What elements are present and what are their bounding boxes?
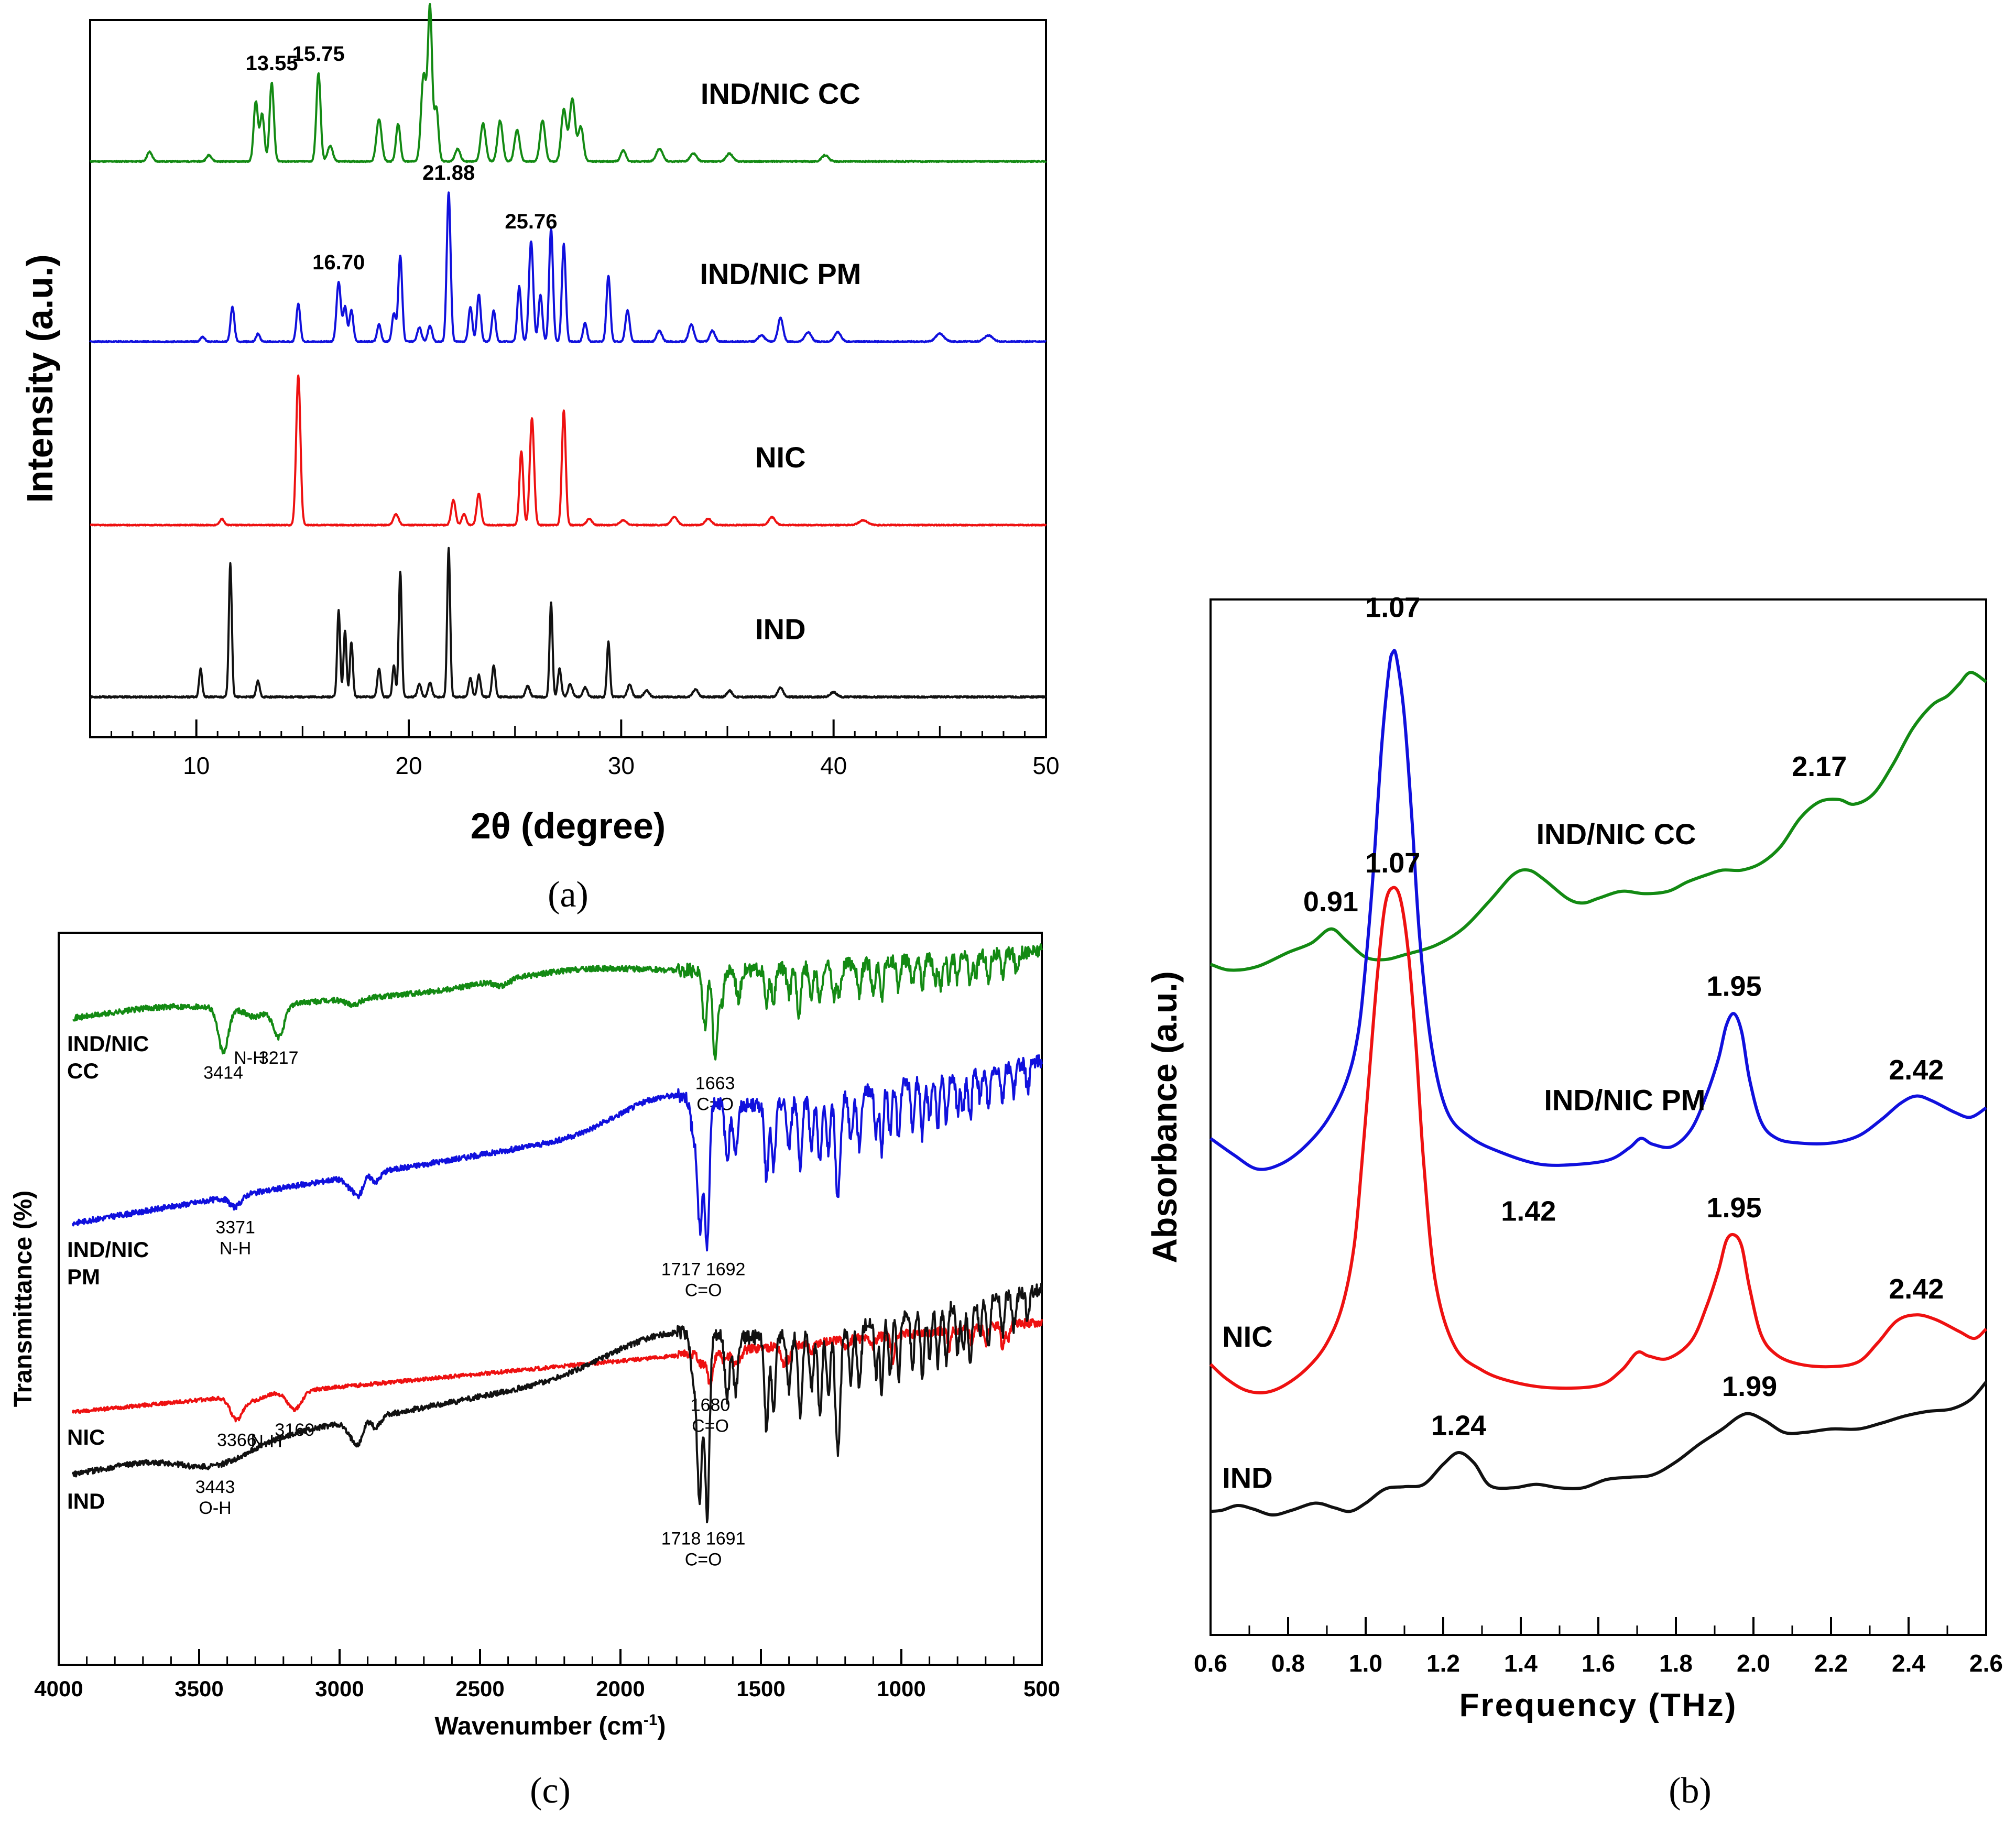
x-tick-label: 2000 — [596, 1676, 645, 1701]
panel-c-ftir-chart: 4000 3500 3000 2500 2000 1500 1000 500 IND/NIC CC… — [9, 932, 1060, 1811]
series-name-label: IND/NIC PM — [700, 257, 861, 290]
plot-frame — [89, 19, 1047, 738]
peak-label: 15.75 — [292, 42, 345, 66]
band-annotation: 3443 — [195, 1477, 235, 1497]
x-tick-label: 0.8 — [1271, 1650, 1305, 1677]
x-axis-title: Wavenumber (cm-1) — [435, 1711, 666, 1740]
band-annotation: 1717 1692 — [661, 1259, 746, 1279]
band-annotation: C=O — [685, 1550, 722, 1569]
x-axis-title: Frequency (THz) — [1459, 1687, 1738, 1723]
thz-series-line-ind-nic-pm — [1209, 649, 1987, 1171]
thz-series-line-nic — [1209, 886, 1988, 1394]
x-tick-label: 3500 — [175, 1676, 223, 1701]
plot-frame — [58, 932, 1043, 1666]
band-annotation: 3414 — [203, 1063, 243, 1083]
series-name-label: CC — [67, 1059, 99, 1083]
band-annotation: 1718 1691 — [661, 1529, 746, 1548]
peak-label: 1.95 — [1706, 971, 1761, 1002]
ftir-series-line-nic — [71, 1318, 1043, 1423]
series-name-label: IND/NIC CC — [701, 77, 860, 110]
x-tick-label: 2.2 — [1814, 1650, 1848, 1677]
x-tick-label: 1.2 — [1426, 1650, 1460, 1677]
y-axis-title: Absorbance (a.u.) — [1145, 971, 1184, 1263]
x-tick-label: 3000 — [315, 1676, 364, 1701]
peak-label: 1.42 — [1501, 1196, 1556, 1227]
x-axis-title-superscript: -1 — [644, 1711, 658, 1729]
x-tick-label: 1500 — [736, 1676, 785, 1701]
x-tick-label: 500 — [1023, 1676, 1060, 1701]
x-tick-label: 30 — [608, 752, 635, 779]
x-axis-title-end: ) — [658, 1712, 666, 1740]
xrd-series-line-ind-nic-pm — [89, 191, 1047, 344]
peak-label: 1.07 — [1365, 847, 1420, 879]
band-annotation: N-H — [220, 1238, 251, 1258]
band-annotation: 3371 — [215, 1217, 255, 1237]
xrd-series-line-ind — [89, 547, 1047, 699]
series-name-label: IND — [755, 613, 805, 646]
panel-b-thz-chart: 0.6 0.8 1.0 1.2 1.4 1.6 1.8 2.0 2.2 2.4 2.60.911.0… — [1145, 592, 2003, 1811]
series-name-label: IND/NIC — [67, 1237, 149, 1262]
panel-label: (c) — [530, 1771, 571, 1811]
series-name-label: IND/NIC PM — [1544, 1084, 1705, 1117]
band-annotation: C=O — [685, 1280, 722, 1300]
x-axis-title: 2θ (degree) — [471, 805, 666, 846]
x-tick-label: 2.0 — [1737, 1650, 1770, 1677]
ftir-series-line-ind-nic-pm — [71, 1054, 1043, 1252]
peak-label: 1.07 — [1365, 592, 1420, 624]
peak-label: 16.70 — [312, 251, 365, 274]
series-name-label: NIC — [755, 441, 805, 474]
peak-label: 13.55 — [246, 52, 298, 75]
band-annotation: N-H — [234, 1048, 265, 1068]
series-name-label: IND/NIC CC — [1536, 817, 1696, 850]
x-tick-label: 40 — [820, 752, 847, 779]
peak-label: 21.88 — [422, 161, 475, 184]
band-annotation: O-H — [199, 1498, 231, 1518]
x-tick-label: 10 — [183, 752, 210, 779]
x-tick-label: 1000 — [877, 1676, 925, 1701]
x-tick-label: 1.0 — [1349, 1650, 1382, 1677]
panel-label: (a) — [548, 875, 589, 915]
thz-series-line-ind — [1210, 1381, 1988, 1517]
band-annotation: 3217 — [259, 1048, 299, 1068]
x-tick-label: 1.8 — [1659, 1650, 1693, 1677]
series-name-label: IND — [67, 1489, 105, 1513]
peak-label: 1.24 — [1431, 1410, 1486, 1441]
thz-series-line-ind-nic-cc — [1209, 671, 1987, 972]
x-tick-label: 2500 — [455, 1676, 504, 1701]
x-tick-label: 1.4 — [1504, 1650, 1538, 1677]
peak-label: 0.91 — [1303, 886, 1358, 918]
y-axis-title: Intensity (a.u.) — [19, 254, 60, 503]
x-tick-label: 4000 — [34, 1676, 83, 1701]
peak-label: 1.95 — [1706, 1192, 1761, 1224]
xrd-series-line-ind-nic-cc — [89, 3, 1047, 163]
series-name-label: IND — [1222, 1461, 1272, 1494]
ftir-series-line-ind-nic-cc — [72, 943, 1043, 1061]
x-tick-label: 20 — [395, 752, 422, 779]
x-tick-label: 1.6 — [1582, 1650, 1615, 1677]
plot-frame — [1209, 598, 1987, 1636]
peak-label: 25.76 — [505, 210, 557, 233]
peak-label: 2.17 — [1792, 751, 1847, 782]
x-tick-label: 2.4 — [1892, 1650, 1925, 1677]
x-tick-label: 50 — [1032, 752, 1059, 779]
series-name-label: IND/NIC — [67, 1031, 149, 1056]
x-axis-title-main: Wavenumber (cm — [435, 1712, 644, 1740]
peak-label: 2.42 — [1889, 1054, 1944, 1086]
series-name-label: NIC — [67, 1425, 105, 1449]
x-tick-label: 2.6 — [1969, 1650, 2003, 1677]
series-name-label: NIC — [1222, 1320, 1272, 1353]
panel-label: (b) — [1669, 1771, 1712, 1811]
band-annotation: 1663 — [695, 1073, 735, 1093]
peak-label: 1.99 — [1722, 1371, 1777, 1402]
series-name-label: PM — [67, 1264, 100, 1289]
peak-label: 2.42 — [1889, 1273, 1944, 1305]
ftir-series-line-ind — [71, 1283, 1043, 1523]
xrd-series-line-nic — [89, 374, 1047, 527]
band-annotation: 3366 — [217, 1431, 257, 1450]
x-tick-label: 0.6 — [1194, 1650, 1227, 1677]
y-axis-title: Transmittance (%) — [9, 1191, 37, 1407]
